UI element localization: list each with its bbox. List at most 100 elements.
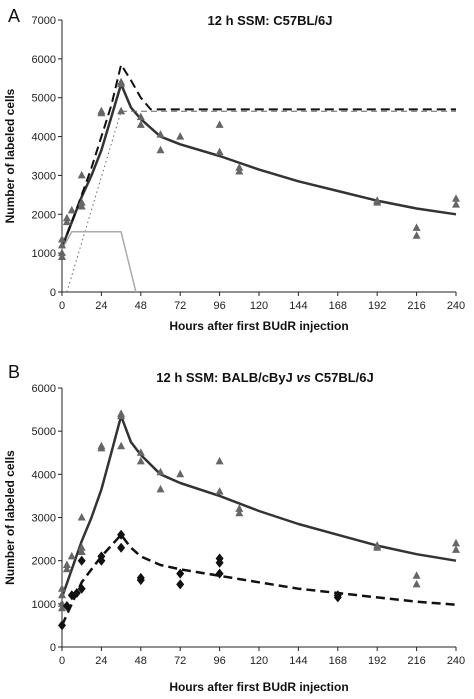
chart-a-triangle-point [62,213,71,222]
chart-b-series-2-line [60,414,457,598]
chart-a-x-tick-label: 120 [250,300,268,312]
chart-b-panel-letter: B [8,362,20,382]
chart-b-diamond-point [117,542,126,553]
chart-a-triangle-point [136,120,145,128]
chart-b-y-tick-label: 0 [50,642,56,654]
chart-b-triangle-point [58,590,66,599]
chart-a-triangle-point [156,130,165,138]
chart-b-x-tick-label: 96 [213,655,225,667]
chart-a-triangle-point [67,205,76,214]
chart-a-triangle-point [97,106,106,115]
chart-a-y-tick-label: 0 [50,287,56,299]
chart-b-diamond-point [62,601,71,611]
chart-b-x-tick-label: 24 [95,655,107,667]
chart-a-x-tick-label: 192 [368,300,386,312]
chart-b-triangle-point [58,584,66,592]
chart-b-triangle-point [215,487,224,495]
chart-a-triangle-point [235,163,244,171]
chart-b-triangle-point [373,543,382,551]
chart-a-y-tick-label: 4000 [32,132,56,144]
chart-a-svg: A 12 h SSM: C57BL/6J 0 1000 2000 3000 4000 5000… [3,6,465,333]
chart-a-x-tick-label: 96 [213,300,225,312]
chart-a-triangle-point [58,240,66,249]
chart-a-y-axis-title: Number of labeled cells [3,88,17,223]
chart-a-triangle-point [77,170,86,179]
chart-a-y-tick-label: 2000 [32,209,56,221]
chart-b-triangle-point [452,538,460,547]
chart-a-y-tick-label: 6000 [32,54,56,66]
chart-b-triangle-point [67,551,76,560]
chart-a-triangle-point [58,248,66,257]
chart-b-triangle-point [62,564,71,573]
chart-b-series-3-line [60,533,457,626]
chart-a-x-tick-label: 144 [289,300,307,312]
chart-b-diamond-point [77,583,86,594]
chart-b-triangle-point [412,571,421,579]
chart-b-diamond-point [117,529,126,540]
chart-b-triangle-point [117,441,126,450]
chart-b-diamond-point [176,568,185,579]
chart-a-y-tick-label: 7000 [32,15,56,27]
chart-b-y-tick-label: 6000 [32,383,56,395]
chart-a-triangle-point [373,198,382,206]
chart-b-title-part: C57BL/6J [311,370,374,385]
chart-b-diamond-point [58,620,66,631]
chart-b-triangle-point [452,545,460,553]
chart-b-x-tick-label: 240 [447,655,465,667]
chart-b-x-tick-label: 216 [407,655,425,667]
chart-a-series-4-line [66,111,122,293]
chart-b-triangle-point [77,513,86,521]
chart-b-diamond-point [215,557,224,568]
chart-b-x-tick-label: 72 [174,655,186,667]
chart-b-y-tick-label: 1000 [32,599,56,611]
chart-b-x-tick-label: 168 [329,655,347,667]
chart-a-triangle-point [235,167,244,175]
chart-a-panel-letter: A [8,6,20,26]
chart-b-y-tick-label: 5000 [32,426,56,438]
chart-a-triangle-point [58,235,66,243]
chart-b-triangle-point [156,484,165,493]
chart-b-diamond-point [333,592,342,603]
chart-a-y-tick-label: 5000 [32,93,56,105]
chart-b-diamond-point [215,568,224,579]
chart-a-triangle-point [77,198,86,206]
chart-b-diamond-point [97,555,106,566]
chart-a-triangle-point [452,200,460,208]
chart-b-diamond-point [72,588,81,598]
chart-b-title-part: vs [296,370,310,385]
chart-a-x-tick-label: 72 [174,300,186,312]
chart-a-triangle-point [412,231,421,239]
chart-a-x-tick-label: 168 [329,300,347,312]
chart-b-triangle-point [117,411,126,420]
chart-b-triangle-point [215,456,224,465]
chart-b-triangle-point [62,560,71,568]
chart-a-x-tick-label: 48 [135,300,147,312]
chart-b-y-tick-label: 2000 [32,556,56,568]
chart-a-series-2-line [61,63,456,248]
chart-b-triangle-point [58,603,66,612]
chart-a-y-tick-label: 3000 [32,170,56,182]
chart-a-triangle-point [77,202,86,210]
chart-b-triangle-point [77,547,86,555]
chart-b-triangle-point [156,467,165,476]
chart-a-triangle-point [176,132,185,140]
chart-a-triangle-point [117,79,126,88]
chart-a-triangle-point [452,194,460,202]
chart-b-triangle-point [77,543,86,551]
chart-b-triangle-point [97,441,106,450]
chart-b-svg: B 12 h SSM: BALB/cByJ vs C57BL/6J 0 1000 200… [3,362,465,694]
chart-a-triangle-point [412,223,421,231]
chart-a-x-tick-label: 240 [447,300,465,312]
chart-a-triangle-point [62,217,71,226]
chart-a-x-tick-label: 0 [59,300,65,312]
chart-b-title: 12 h SSM: BALB/cByJ vs C57BL/6J [156,370,374,385]
chart-b-x-axis-title: Hours after first BUdR injection [169,680,348,694]
chart-b-triangle-point [235,508,244,517]
chart-a-y-tick-label: 1000 [32,248,56,260]
chart-a-series-1-line [60,82,457,248]
chart-b-triangle-point [136,456,145,465]
chart-a-triangle-point [156,145,165,154]
chart-b-y-tick-label: 3000 [32,513,56,525]
chart-b-diamond-point [176,579,185,590]
chart-b-y-tick-label: 4000 [32,469,56,481]
